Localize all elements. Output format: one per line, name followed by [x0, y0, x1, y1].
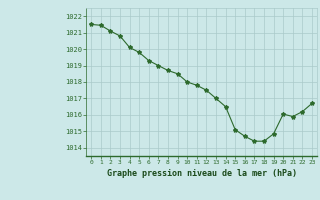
X-axis label: Graphe pression niveau de la mer (hPa): Graphe pression niveau de la mer (hPa): [107, 169, 297, 178]
